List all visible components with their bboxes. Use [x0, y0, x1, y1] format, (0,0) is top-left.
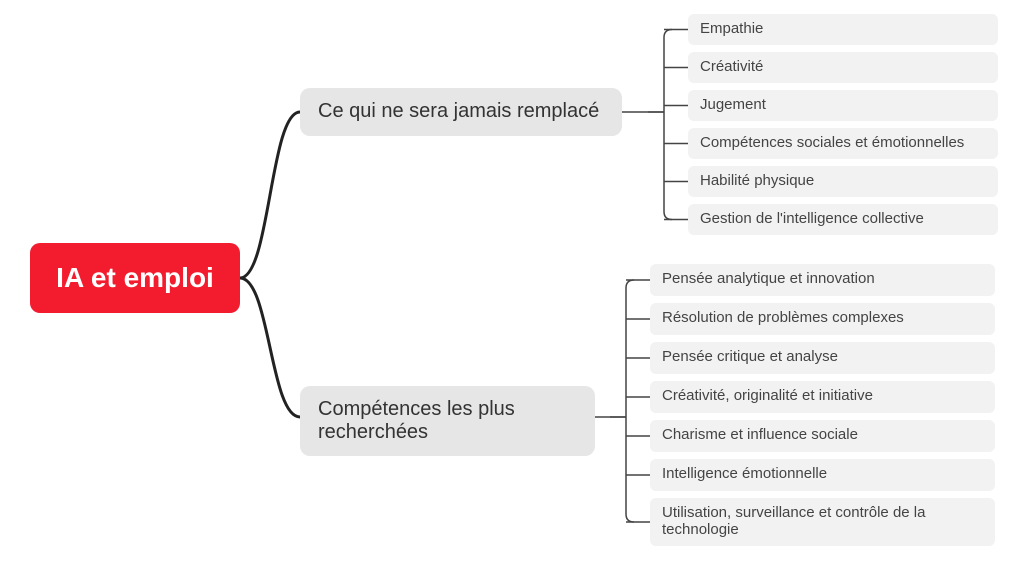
branch-never-replaced-leaf-1: Créativité [688, 52, 998, 83]
branch-top-skills-leaf-2: Pensée critique et analyse [650, 342, 995, 374]
branch-top-skills-leaf-5: Intelligence émotionnelle [650, 459, 995, 491]
branch-top-skills-label: Compétences les plus recherchées [318, 398, 515, 443]
branch-never-replaced-leaf-2-label: Jugement [700, 96, 766, 113]
branch-never-replaced-leaf-5-label: Gestion de l'intelligence collective [700, 210, 924, 227]
branch-top-skills-leaf-1: Résolution de problèmes complexes [650, 303, 995, 335]
branch-top-skills-leaf-2-label: Pensée critique et analyse [662, 348, 838, 365]
branch-never-replaced-label: Ce qui ne sera jamais remplacé [318, 100, 599, 122]
root-node: IA et emploi [30, 243, 240, 313]
branch-top-skills-leaf-3: Créativité, originalité et initiative [650, 381, 995, 413]
branch-never-replaced-leaf-3: Compétences sociales et émotionnelles [688, 128, 998, 159]
branch-top-skills-leaf-0: Pensée analytique et innovation [650, 264, 995, 296]
branch-never-replaced-leaf-4: Habilité physique [688, 166, 998, 197]
branch-never-replaced-leaf-3-label: Compétences sociales et émotionnelles [700, 134, 964, 151]
branch-top-skills-leaf-6-label: Utilisation, surveillance et contrôle de… [662, 504, 925, 538]
branch-top-skills-leaf-6: Utilisation, surveillance et contrôle de… [650, 498, 995, 546]
branch-top-skills-leaf-0-label: Pensée analytique et innovation [662, 270, 875, 287]
branch-top-skills-leaf-5-label: Intelligence émotionnelle [662, 465, 827, 482]
branch-never-replaced-leaf-2: Jugement [688, 90, 998, 121]
root-label: IA et emploi [56, 262, 214, 294]
branch-top-skills-leaf-4-label: Charisme et influence sociale [662, 426, 858, 443]
branch-never-replaced: Ce qui ne sera jamais remplacé [300, 88, 622, 136]
branch-top-skills-leaf-3-label: Créativité, originalité et initiative [662, 387, 873, 404]
branch-top-skills: Compétences les plus recherchées [300, 386, 595, 456]
mindmap-canvas: IA et emploi Ce qui ne sera jamais rempl… [0, 0, 1024, 572]
branch-never-replaced-leaf-5: Gestion de l'intelligence collective [688, 204, 998, 235]
branch-never-replaced-leaf-4-label: Habilité physique [700, 172, 814, 189]
branch-never-replaced-leaf-0: Empathie [688, 14, 998, 45]
branch-top-skills-leaf-1-label: Résolution de problèmes complexes [662, 309, 904, 326]
branch-top-skills-leaf-4: Charisme et influence sociale [650, 420, 995, 452]
branch-never-replaced-leaf-1-label: Créativité [700, 58, 763, 75]
branch-never-replaced-leaf-0-label: Empathie [700, 20, 763, 37]
